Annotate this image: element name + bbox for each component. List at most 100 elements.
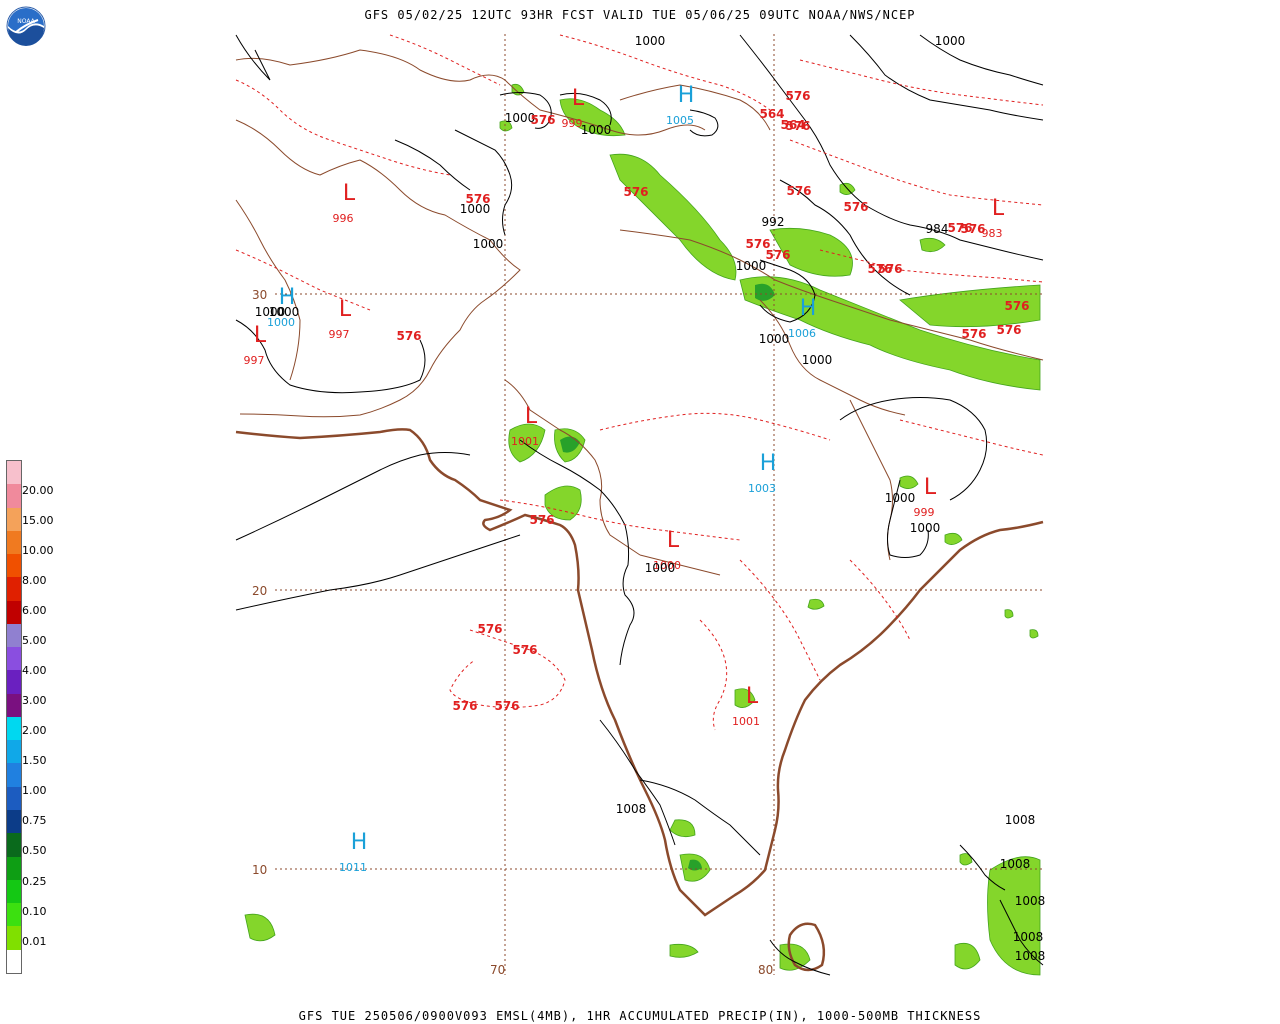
isobar-label: 1000 [255, 305, 286, 319]
legend-swatch [7, 716, 21, 741]
isobar-label: 1008 [1015, 894, 1046, 908]
noaa-logo-icon: NOAA [6, 6, 46, 46]
legend-swatch [7, 833, 21, 857]
lat-label-30: 30 [252, 288, 267, 302]
isobar-label: 1008 [616, 802, 647, 816]
pressure-center-value: 1000 [653, 559, 681, 572]
lon-label-70: 70 [490, 963, 505, 977]
legend-label: 1.00 [22, 784, 47, 797]
isobar-label: 1000 [759, 332, 790, 346]
thickness-label: 576 [877, 262, 902, 276]
low-pressure-marker: L [254, 323, 267, 348]
isobar-label: 984 [926, 222, 949, 236]
legend-label: 5.00 [22, 634, 47, 647]
lat-label-20: 20 [252, 584, 267, 598]
pressure-center-value: 997 [329, 328, 350, 341]
legend-label: 1.50 [22, 754, 47, 767]
lon-label-80: 80 [758, 963, 773, 977]
isobar-label: 1008 [1013, 930, 1044, 944]
thickness-label: 576 [1004, 299, 1029, 313]
thickness-label: 576 [494, 699, 519, 713]
legend-label: 0.01 [22, 935, 47, 948]
isobar-label: 992 [762, 215, 785, 229]
low-pressure-marker: L [667, 528, 680, 553]
legend-swatch [7, 809, 21, 834]
pressure-center-value: 1005 [666, 114, 694, 127]
thickness-label: 564 [759, 107, 784, 121]
thickness-label: 576 [961, 327, 986, 341]
legend-label: 6.00 [22, 604, 47, 617]
pressure-center-value: 983 [982, 227, 1003, 240]
low-pressure-marker: L [572, 86, 585, 111]
legend-label: 8.00 [22, 574, 47, 587]
isobars [235, 34, 1044, 976]
thickness-label: 576 [786, 184, 811, 198]
isobar-label: 1000 [505, 111, 536, 125]
thickness-label: 576 [765, 248, 790, 262]
legend-label: 0.50 [22, 844, 47, 857]
pressure-center-value: 997 [244, 354, 265, 367]
pressure-center-value: 999 [914, 506, 935, 519]
low-pressure-marker: L [339, 297, 352, 322]
legend-label: 4.00 [22, 664, 47, 677]
isobar-label: 1008 [1000, 857, 1031, 871]
thickness-label: 576 [960, 222, 985, 236]
legend-label: 15.00 [22, 514, 54, 527]
isobar-label: 1000 [802, 353, 833, 367]
legend-swatch [7, 903, 21, 927]
thickness-label: 576 [745, 237, 770, 251]
thickness-label: 576 [465, 192, 490, 206]
thickness-label: 576 [996, 323, 1021, 337]
pressure-center-value: 999 [562, 117, 583, 130]
isobar-label: 1000 [581, 123, 612, 137]
legend-label: 20.00 [22, 484, 54, 497]
thickness-label: 576 [843, 200, 868, 214]
isobar-label: 1000 [910, 521, 941, 535]
isobar-label: 1000 [935, 34, 966, 48]
lat-label-10: 10 [252, 863, 267, 877]
thickness-label: 576 [512, 643, 537, 657]
precip-areas [244, 83, 1041, 976]
legend-swatch [7, 530, 21, 555]
logo-text: NOAA [17, 18, 35, 25]
high-pressure-marker: H [351, 830, 368, 855]
isobar-label: 1000 [269, 305, 300, 319]
low-pressure-marker: L [525, 404, 538, 429]
isobar-label: 1000 [736, 259, 767, 273]
low-pressure-marker: L [924, 475, 937, 500]
lat-lon-grid [275, 34, 1043, 975]
thickness-label: 576 [477, 622, 502, 636]
legend-swatch [7, 507, 21, 531]
legend-swatch [7, 786, 21, 810]
thickness-label: 576 [623, 185, 648, 199]
thickness-label: 576 [396, 329, 421, 343]
thickness-label: 564 [780, 118, 805, 132]
isobar-label: 1008 [1015, 949, 1046, 963]
isobar-label: 1000 [473, 237, 504, 251]
thickness-label: 576 [785, 89, 810, 103]
legend-swatch [7, 856, 21, 880]
legend-swatch [7, 577, 21, 601]
thickness-label: 576 [785, 119, 810, 133]
legend-swatch [7, 763, 21, 787]
isobar-label: 1000 [885, 491, 916, 505]
thickness-label: 576 [867, 262, 892, 276]
pressure-center-value: 1001 [511, 435, 539, 448]
low-pressure-marker: L [343, 181, 356, 206]
pressure-center-value: 1011 [339, 861, 367, 874]
legend-swatch [7, 740, 21, 764]
coastline [235, 428, 1044, 972]
legend-swatch [7, 623, 21, 648]
legend-label: 0.25 [22, 875, 47, 888]
pressure-center-value: 1001 [732, 715, 760, 728]
thickness-label: 576 [530, 113, 555, 127]
legend-swatch [7, 949, 21, 973]
grid-labels: 30 20 10 70 80 [252, 288, 773, 977]
high-pressure-marker: H [800, 296, 817, 321]
thickness-label: 576 [529, 513, 554, 527]
legend-label: 10.00 [22, 544, 54, 557]
isobar-label: 1000 [645, 561, 676, 575]
